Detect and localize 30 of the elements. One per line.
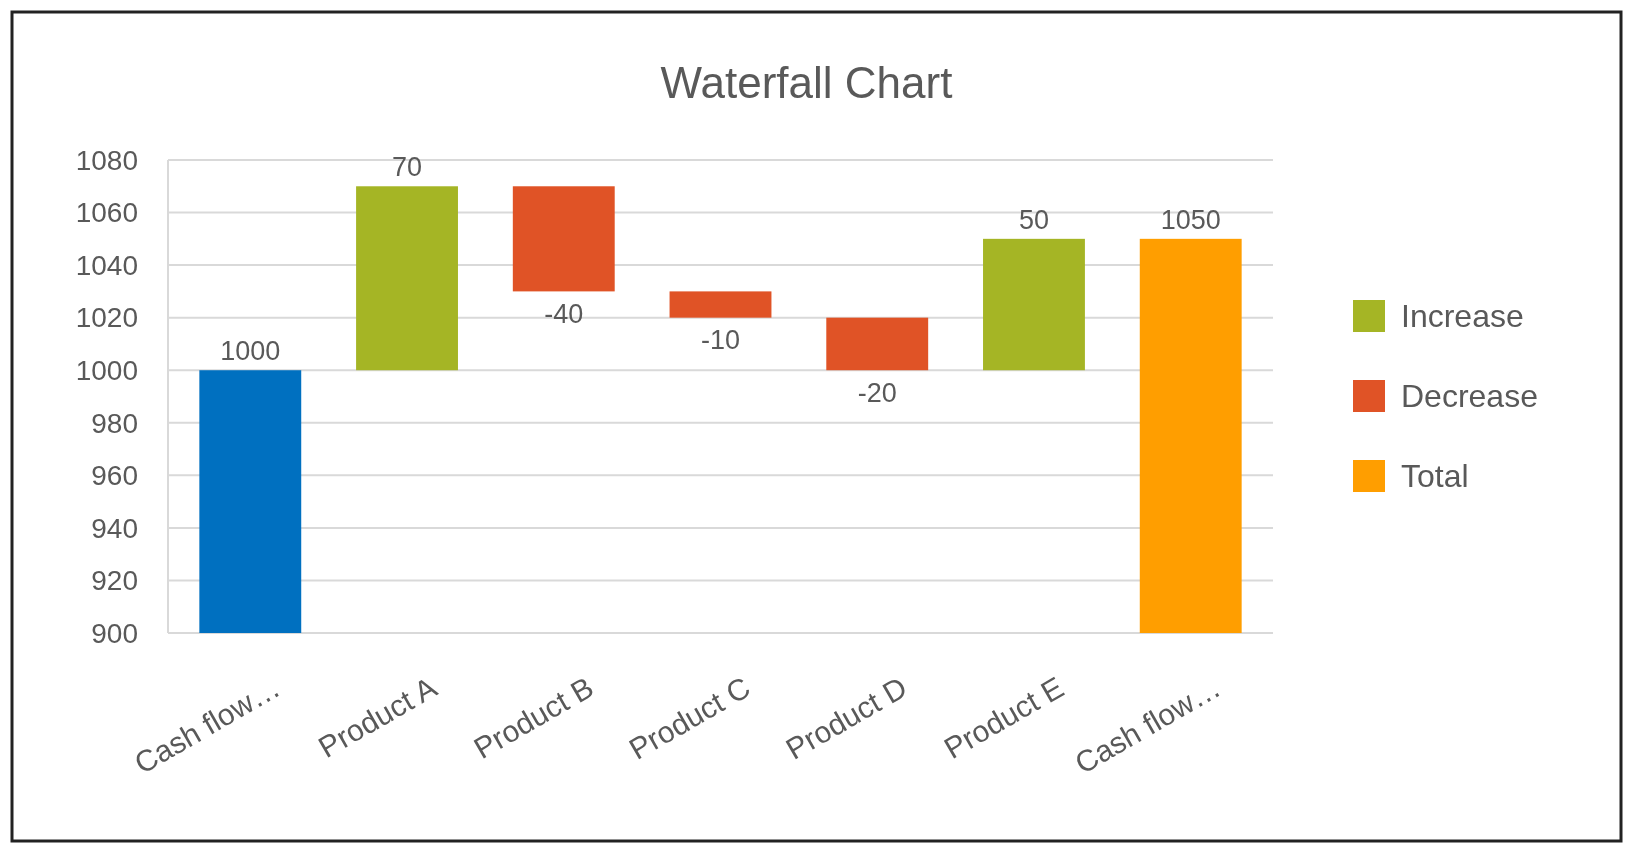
y-tick-label: 940: [91, 512, 138, 544]
text: 70: [392, 152, 423, 183]
text: -40: [544, 298, 584, 329]
y-tick-label: 900: [91, 617, 138, 649]
y-tick-label: 1020: [75, 302, 138, 334]
bar: [199, 370, 302, 633]
y-tick-label: 960: [91, 460, 138, 492]
legend-label: Increase: [1401, 298, 1524, 335]
y-tick-label: 920: [91, 565, 138, 597]
bar: [356, 186, 458, 371]
bar: [669, 291, 772, 318]
chart-title: Waterfall Chart: [660, 58, 953, 107]
legend-label: Total: [1401, 458, 1469, 495]
y-tick-label: 1060: [75, 197, 138, 229]
text: 1000: [220, 336, 281, 367]
bar: [512, 186, 615, 292]
x-tick-label: Cash flow…: [128, 670, 286, 780]
bar: [983, 238, 1085, 371]
y-tick-label: 1000: [75, 355, 138, 387]
legend-label: Decrease: [1401, 378, 1538, 415]
bar: [826, 317, 929, 371]
y-tick-label: 980: [91, 407, 138, 439]
bar: [1139, 238, 1242, 633]
text: -10: [700, 325, 741, 356]
text: 1050: [1160, 204, 1221, 235]
x-tick-label: Cash flow…: [1069, 670, 1226, 780]
y-tick-label: 1080: [75, 144, 138, 176]
text: -20: [857, 377, 897, 408]
text: 50: [1018, 204, 1049, 235]
y-tick-label: 1040: [75, 249, 138, 281]
